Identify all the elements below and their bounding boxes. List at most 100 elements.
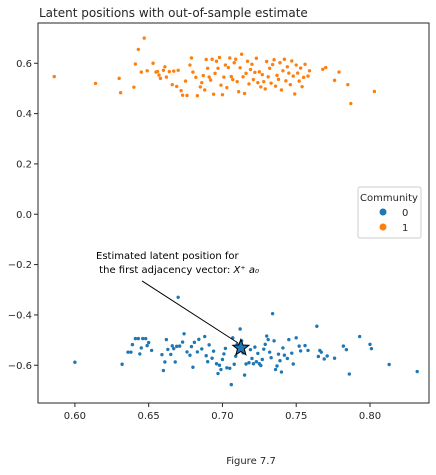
data-point bbox=[214, 59, 219, 63]
data-point bbox=[262, 79, 266, 84]
data-point bbox=[281, 69, 285, 73]
data-point bbox=[372, 89, 377, 94]
data-point bbox=[226, 65, 231, 70]
data-point bbox=[287, 337, 291, 342]
data-point bbox=[220, 357, 225, 362]
data-point bbox=[270, 62, 275, 67]
data-point bbox=[203, 334, 207, 339]
data-point bbox=[145, 343, 149, 348]
data-point bbox=[228, 366, 232, 370]
data-point bbox=[293, 92, 297, 96]
data-point bbox=[337, 70, 341, 74]
data-point bbox=[191, 70, 195, 74]
data-point bbox=[231, 77, 235, 82]
data-point bbox=[282, 353, 287, 357]
data-point bbox=[117, 76, 121, 81]
data-point bbox=[294, 63, 298, 67]
data-point bbox=[349, 101, 353, 106]
data-point bbox=[234, 354, 238, 358]
data-point bbox=[166, 347, 170, 352]
data-point bbox=[346, 82, 350, 87]
data-point bbox=[368, 342, 372, 347]
x-tick-label: 0.70 bbox=[211, 411, 233, 422]
data-point bbox=[192, 340, 197, 345]
data-point bbox=[172, 69, 176, 73]
data-point bbox=[260, 357, 264, 362]
data-point bbox=[136, 336, 141, 341]
data-point bbox=[141, 336, 145, 341]
data-point bbox=[232, 61, 236, 65]
y-tick-label: −0.4 bbox=[8, 310, 32, 321]
data-point bbox=[188, 63, 192, 67]
data-point bbox=[160, 352, 164, 357]
data-point bbox=[194, 75, 198, 80]
data-point bbox=[244, 362, 248, 366]
data-point bbox=[205, 66, 210, 71]
data-point bbox=[297, 79, 301, 83]
x-tick-label: 0.60 bbox=[64, 411, 86, 422]
data-point bbox=[291, 74, 295, 78]
data-point bbox=[211, 92, 216, 96]
data-point bbox=[341, 344, 346, 348]
data-point bbox=[185, 93, 189, 98]
legend-marker-1 bbox=[379, 223, 387, 231]
data-point bbox=[235, 79, 239, 84]
data-point bbox=[290, 351, 294, 355]
y-tick-label: −0.6 bbox=[8, 361, 32, 372]
data-point bbox=[267, 66, 272, 71]
data-point bbox=[228, 56, 232, 60]
data-point bbox=[332, 78, 337, 83]
data-point bbox=[52, 74, 56, 79]
x-tick-label: 0.65 bbox=[138, 411, 160, 422]
data-point bbox=[220, 93, 225, 97]
data-point bbox=[167, 69, 172, 74]
data-point bbox=[180, 340, 185, 344]
data-point bbox=[216, 66, 220, 71]
data-point bbox=[269, 81, 273, 85]
data-point bbox=[229, 382, 233, 387]
data-point bbox=[253, 345, 257, 349]
data-point bbox=[244, 71, 248, 76]
data-point bbox=[278, 61, 282, 65]
data-point bbox=[225, 366, 229, 370]
data-point bbox=[203, 88, 207, 92]
data-point bbox=[133, 336, 138, 341]
data-point bbox=[185, 350, 189, 354]
legend-box bbox=[357, 186, 422, 239]
series-1 bbox=[52, 36, 377, 106]
data-point bbox=[189, 344, 194, 349]
data-point bbox=[176, 295, 180, 299]
data-point bbox=[251, 362, 256, 366]
data-point bbox=[300, 84, 304, 89]
legend-label-0: 0 bbox=[402, 208, 408, 219]
data-point bbox=[295, 71, 300, 75]
data-point bbox=[210, 57, 214, 61]
data-point bbox=[325, 354, 329, 358]
data-point bbox=[256, 80, 260, 85]
annotation-math: X⁺ a₀ bbox=[233, 265, 259, 276]
data-point bbox=[138, 352, 142, 356]
data-point bbox=[307, 69, 312, 73]
data-point bbox=[260, 72, 264, 77]
data-point bbox=[189, 56, 194, 60]
y-tick-label: 0.0 bbox=[16, 210, 32, 221]
data-point bbox=[236, 90, 241, 94]
data-point bbox=[207, 75, 211, 79]
legend-marker-0 bbox=[379, 208, 387, 216]
data-point bbox=[415, 369, 419, 374]
data-point bbox=[357, 334, 362, 339]
data-point bbox=[324, 65, 328, 70]
data-point bbox=[281, 346, 285, 350]
data-point bbox=[207, 343, 211, 347]
annotation-line-2: the first adjacency vector: X⁺ a₀ bbox=[96, 265, 259, 276]
data-point bbox=[195, 94, 200, 98]
legend: Community 0 1 bbox=[357, 186, 422, 239]
data-point bbox=[214, 362, 219, 366]
data-point bbox=[223, 63, 228, 67]
data-point bbox=[332, 356, 337, 360]
data-point bbox=[253, 70, 257, 75]
data-point bbox=[387, 362, 391, 367]
data-point bbox=[188, 353, 192, 357]
data-point bbox=[93, 81, 98, 86]
data-point bbox=[155, 69, 160, 74]
